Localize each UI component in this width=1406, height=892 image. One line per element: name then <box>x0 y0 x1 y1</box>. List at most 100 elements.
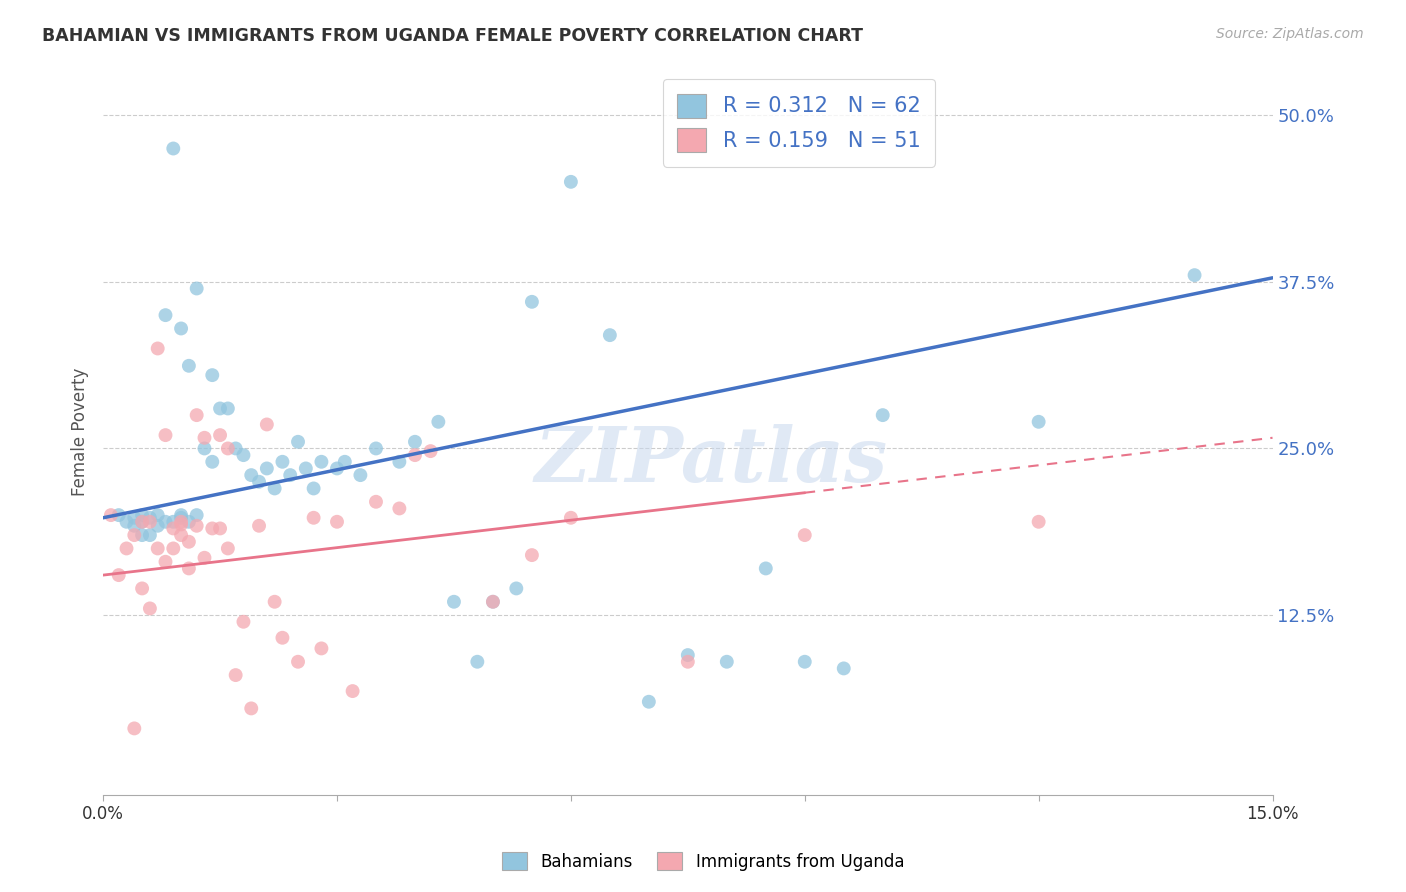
Point <box>186 281 208 295</box>
Point <box>139 510 162 524</box>
Point <box>263 595 285 609</box>
Point <box>162 515 184 529</box>
Point <box>295 461 318 475</box>
Point <box>388 501 411 516</box>
Point <box>155 308 177 322</box>
Point <box>177 359 200 373</box>
Point <box>131 582 153 596</box>
Point <box>302 510 325 524</box>
Point <box>100 508 122 522</box>
Point <box>311 641 333 656</box>
Point <box>560 175 582 189</box>
Point <box>482 595 505 609</box>
Point <box>177 534 200 549</box>
Point <box>232 615 254 629</box>
Point <box>240 701 263 715</box>
Point <box>217 541 239 556</box>
Point <box>560 510 582 524</box>
Point <box>131 515 153 529</box>
Text: BAHAMIAN VS IMMIGRANTS FROM UGANDA FEMALE POVERTY CORRELATION CHART: BAHAMIAN VS IMMIGRANTS FROM UGANDA FEMAL… <box>42 27 863 45</box>
Point <box>755 561 778 575</box>
Point <box>232 448 254 462</box>
Point <box>271 455 294 469</box>
Point <box>247 518 270 533</box>
Point <box>139 528 162 542</box>
Point <box>482 595 505 609</box>
Point <box>302 482 325 496</box>
Point <box>217 401 239 416</box>
Point <box>115 541 138 556</box>
Point <box>131 528 153 542</box>
Point <box>676 655 699 669</box>
Point <box>201 368 224 383</box>
Point <box>364 495 387 509</box>
Point <box>832 661 855 675</box>
Point <box>793 528 815 542</box>
Point <box>186 408 208 422</box>
Point <box>146 342 169 356</box>
Point <box>217 442 239 456</box>
Point <box>170 508 193 522</box>
Point <box>263 482 285 496</box>
Point <box>326 515 349 529</box>
Y-axis label: Female Poverty: Female Poverty <box>72 368 89 496</box>
Point <box>193 442 215 456</box>
Point <box>225 668 247 682</box>
Point <box>872 408 894 422</box>
Point <box>256 417 278 432</box>
Point <box>465 655 488 669</box>
Point <box>131 515 153 529</box>
Point <box>124 510 146 524</box>
Point <box>311 455 333 469</box>
Point <box>170 515 193 529</box>
Point <box>186 508 208 522</box>
Point <box>505 582 527 596</box>
Point <box>131 508 153 522</box>
Point <box>1028 515 1050 529</box>
Point <box>155 428 177 442</box>
Point <box>177 515 200 529</box>
Point <box>124 528 146 542</box>
Point <box>107 568 129 582</box>
Text: Source: ZipAtlas.com: Source: ZipAtlas.com <box>1216 27 1364 41</box>
Point <box>162 521 184 535</box>
Point <box>349 468 371 483</box>
Point <box>124 722 146 736</box>
Legend: Bahamians, Immigrants from Uganda: Bahamians, Immigrants from Uganda <box>494 844 912 880</box>
Point <box>599 328 621 343</box>
Point <box>443 595 465 609</box>
Point <box>124 518 146 533</box>
Point <box>170 528 193 542</box>
Point <box>793 655 815 669</box>
Point <box>388 455 411 469</box>
Point <box>364 442 387 456</box>
Point <box>240 468 263 483</box>
Point <box>404 434 426 449</box>
Point <box>333 455 356 469</box>
Point <box>146 518 169 533</box>
Point <box>287 655 309 669</box>
Point <box>162 541 184 556</box>
Point <box>1184 268 1206 282</box>
Point <box>637 695 659 709</box>
Point <box>419 444 441 458</box>
Point <box>520 548 543 562</box>
Point <box>170 517 193 532</box>
Point <box>342 684 364 698</box>
Point <box>404 448 426 462</box>
Point <box>155 555 177 569</box>
Point <box>139 601 162 615</box>
Point <box>201 455 224 469</box>
Point <box>201 521 224 535</box>
Point <box>256 461 278 475</box>
Point <box>225 442 247 456</box>
Point <box>139 515 162 529</box>
Point <box>520 294 543 309</box>
Point <box>155 515 177 529</box>
Point <box>287 434 309 449</box>
Point <box>146 508 169 522</box>
Point <box>247 475 270 489</box>
Point <box>177 561 200 575</box>
Point <box>427 415 450 429</box>
Point <box>326 461 349 475</box>
